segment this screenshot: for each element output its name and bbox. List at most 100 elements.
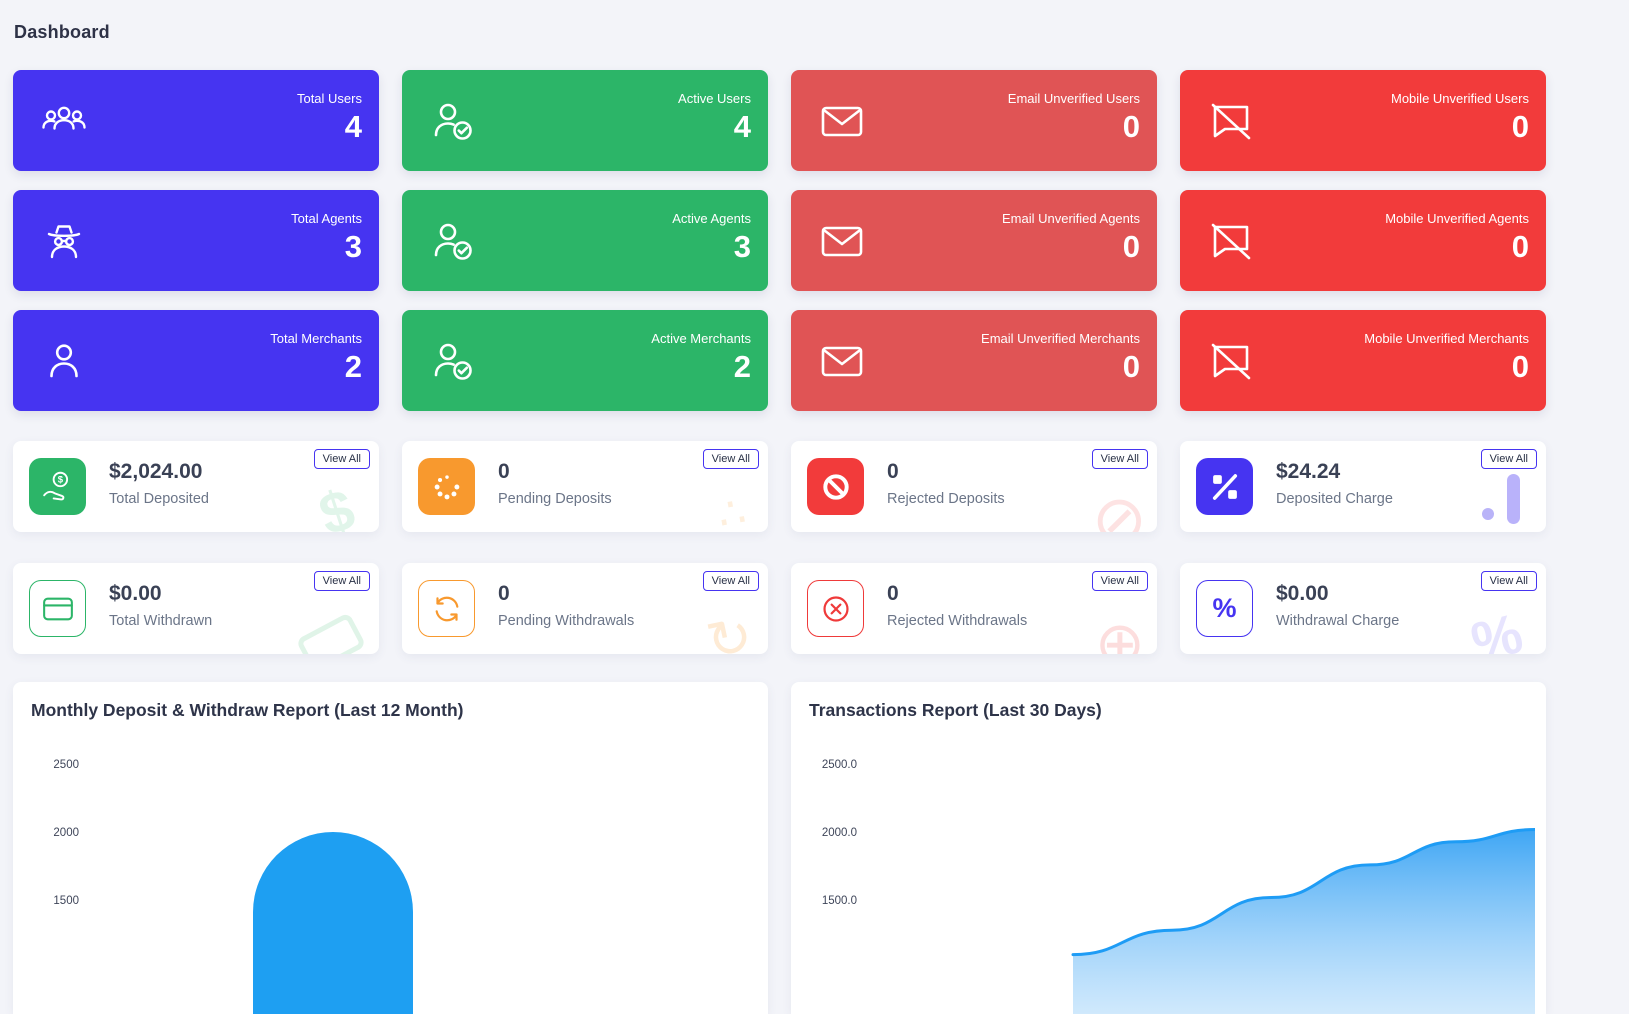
- stat-label: Email Unverified Agents: [1001, 211, 1140, 226]
- area-line: [1071, 828, 1535, 957]
- money-card-total-deposited: View All $2,024.00 Total Deposited $: [13, 441, 379, 532]
- money-value: $2,024.00: [109, 460, 203, 483]
- user-check-icon: [429, 97, 477, 145]
- view-all-button[interactable]: View All: [313, 449, 370, 470]
- view-all-button[interactable]: View All: [702, 571, 759, 592]
- view-all-button[interactable]: View All: [313, 571, 370, 592]
- agent-icon: [40, 217, 88, 265]
- hand-dollar-icon: [29, 458, 86, 515]
- money-value: $0.00: [109, 582, 162, 605]
- view-all-button[interactable]: View All: [1480, 571, 1537, 592]
- user-check-icon: [429, 337, 477, 385]
- stat-card-mobile-unverified-merchants: Mobile Unverified Merchants 0: [1180, 310, 1546, 411]
- deposit-bar: [253, 831, 413, 1014]
- transactions-area-chart: [1071, 828, 1535, 1014]
- ban-icon: [807, 458, 864, 515]
- watermark-dot-icon: [1482, 508, 1494, 520]
- view-all-button[interactable]: View All: [1091, 571, 1148, 592]
- money-label: Total Withdrawn: [109, 613, 213, 629]
- envelope-icon: [818, 97, 866, 145]
- stat-value: 2: [344, 349, 362, 384]
- mobile-slash-icon: [1207, 337, 1255, 385]
- money-value: 0: [887, 582, 899, 605]
- stat-card-total-users: Total Users 4: [13, 70, 379, 171]
- user-check-icon: [429, 217, 477, 265]
- y-axis-tick: 1500.0: [821, 895, 857, 907]
- stat-card-email-unverified-agents: Email Unverified Agents 0: [791, 190, 1157, 291]
- stat-value: 0: [1122, 229, 1140, 264]
- stat-label: Mobile Unverified Users: [1391, 91, 1529, 106]
- y-axis-tick: 2000.0: [821, 827, 857, 839]
- money-summary-grid: View All $2,024.00 Total Deposited $ Vie…: [13, 441, 1546, 654]
- stat-label: Mobile Unverified Merchants: [1364, 331, 1529, 346]
- mobile-slash-icon: [1207, 217, 1255, 265]
- dashboard-content: Dashboard Total Users 4 Active Users 4 E…: [13, 22, 1546, 1014]
- stat-label: Total Agents: [291, 211, 362, 226]
- money-label: Deposited Charge: [1276, 491, 1393, 507]
- money-card-rejected-deposits: View All 0 Rejected Deposits ⊘: [791, 441, 1157, 532]
- chart-title: Transactions Report (Last 30 Days): [809, 700, 1102, 720]
- stat-value: 0: [1511, 349, 1529, 384]
- stat-label: Email Unverified Merchants: [981, 331, 1140, 346]
- deposit-chart: 2500 2000 1500: [13, 682, 768, 1014]
- envelope-icon: [818, 337, 866, 385]
- money-value: $24.24: [1276, 460, 1341, 483]
- stat-label: Active Agents: [672, 211, 751, 226]
- stat-value: 2: [733, 349, 751, 384]
- stat-label: Email Unverified Users: [1007, 91, 1140, 106]
- watermark-card-icon: [295, 612, 367, 654]
- stat-value: 0: [1511, 109, 1529, 144]
- money-card-deposited-charge: View All $24.24 Deposited Charge: [1180, 441, 1546, 532]
- money-card-pending-withdrawals: View All 0 Pending Withdrawals ↻: [402, 563, 768, 654]
- y-axis-tick: 2000: [53, 827, 79, 839]
- charts-row: Monthly Deposit & Withdraw Report (Last …: [13, 682, 1546, 1014]
- stats-grid: Total Users 4 Active Users 4 Email Unver…: [13, 70, 1546, 411]
- money-card-rejected-withdrawals: View All 0 Rejected Withdrawals ⊕: [791, 563, 1157, 654]
- money-value: $0.00: [1276, 582, 1329, 605]
- stat-card-mobile-unverified-agents: Mobile Unverified Agents 0: [1180, 190, 1546, 291]
- watermark-circle-plus-icon: ⊕: [1094, 610, 1145, 655]
- view-all-button[interactable]: View All: [1480, 449, 1537, 470]
- y-axis-tick: 1500: [53, 895, 79, 907]
- money-label: Rejected Withdrawals: [887, 613, 1028, 629]
- money-label: Pending Withdrawals: [498, 613, 635, 629]
- stat-label: Active Users: [678, 91, 751, 106]
- area-fill: [1073, 829, 1535, 1014]
- view-all-button[interactable]: View All: [1091, 449, 1148, 470]
- stat-card-active-agents: Active Agents 3: [402, 190, 768, 291]
- stat-value: 0: [1511, 229, 1529, 264]
- stat-card-mobile-unverified-users: Mobile Unverified Users 0: [1180, 70, 1546, 171]
- stat-card-active-merchants: Active Merchants 2: [402, 310, 768, 411]
- stat-card-active-users: Active Users 4: [402, 70, 768, 171]
- money-value: 0: [887, 460, 899, 483]
- stat-value: 0: [1122, 349, 1140, 384]
- money-label: Rejected Deposits: [887, 491, 1005, 507]
- money-value: 0: [498, 582, 510, 605]
- stat-label: Total Users: [296, 91, 362, 106]
- money-label: Pending Deposits: [498, 491, 612, 507]
- watermark-refresh-icon: ↻: [701, 604, 758, 654]
- y-axis-tick: 2500.0: [821, 759, 857, 771]
- percent-outline-icon: %: [1196, 580, 1253, 637]
- view-all-button[interactable]: View All: [702, 449, 759, 470]
- stat-card-total-agents: Total Agents 3: [13, 190, 379, 291]
- refresh-icon: [418, 580, 475, 637]
- money-card-total-withdrawn: View All $0.00 Total Withdrawn: [13, 563, 379, 654]
- transactions-chart: 2500.0 2000.0 1500.0: [791, 682, 1546, 1014]
- stat-label: Total Merchants: [270, 331, 362, 346]
- merchant-icon: [40, 337, 88, 385]
- stat-card-email-unverified-users: Email Unverified Users 0: [791, 70, 1157, 171]
- stat-value: 0: [1122, 109, 1140, 144]
- percent-icon: [1196, 458, 1253, 515]
- credit-card-icon: [29, 580, 86, 637]
- stat-label: Active Merchants: [651, 331, 751, 346]
- chart-title: Monthly Deposit & Withdraw Report (Last …: [31, 700, 464, 720]
- stat-value: 3: [733, 229, 751, 264]
- watermark-dollar-icon: $: [311, 476, 363, 532]
- stat-card-total-merchants: Total Merchants 2: [13, 310, 379, 411]
- circle-x-icon: [807, 580, 864, 637]
- watermark-ban-icon: ⊘: [1091, 482, 1147, 532]
- money-label: Total Deposited: [109, 491, 209, 507]
- users-icon: [40, 97, 88, 145]
- stat-value: 4: [733, 109, 751, 144]
